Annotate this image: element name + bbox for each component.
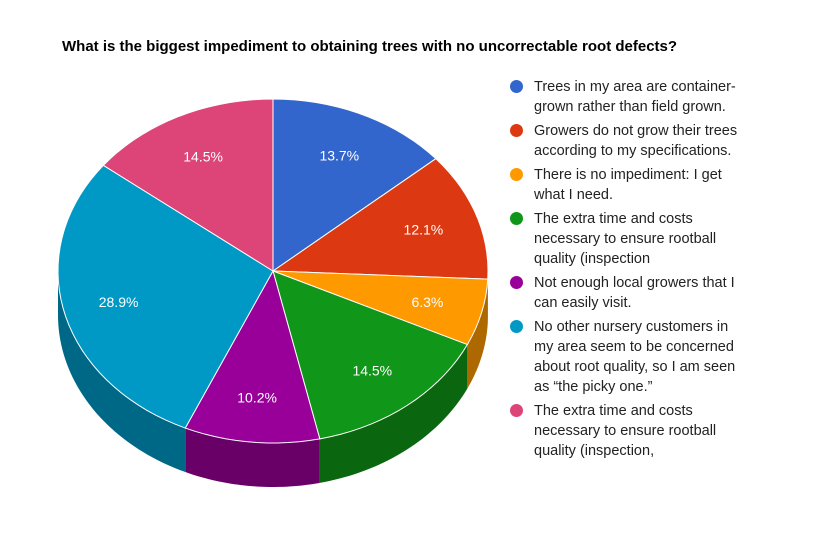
legend-label-line: what I need. bbox=[534, 187, 613, 203]
slice-value-label-7: 14.5% bbox=[183, 149, 223, 165]
legend-swatch-3 bbox=[510, 168, 523, 181]
legend-label-line: Growers do not grow their trees bbox=[534, 123, 738, 139]
legend-label-line: according to my specifications. bbox=[534, 143, 732, 159]
pie-slice-7[interactable] bbox=[102, 98, 274, 272]
legend-label-line: about root quality, so I am seen bbox=[534, 359, 736, 375]
pie-slice-side-3 bbox=[467, 279, 488, 389]
legend-label-line: grown rather than field grown. bbox=[534, 99, 726, 115]
legend-swatch-2 bbox=[510, 124, 523, 137]
slice-value-label-2: 12.1% bbox=[404, 222, 444, 238]
legend-swatch-5 bbox=[510, 276, 523, 289]
slice-value-label-3: 6.3% bbox=[411, 294, 443, 310]
pie-top bbox=[57, 98, 489, 444]
legend-label-line: There is no impediment: I get bbox=[534, 167, 722, 183]
pie-slice-5[interactable] bbox=[184, 269, 321, 444]
legend-label-line: No other nursery customers in bbox=[534, 319, 729, 335]
slice-value-label-6: 28.9% bbox=[99, 294, 139, 310]
legend-label-line: The extra time and costs bbox=[534, 211, 693, 227]
legend-label-line: quality (inspection bbox=[534, 251, 651, 267]
legend-label-line: my area seem to be concerned bbox=[534, 339, 734, 355]
legend-swatch-4 bbox=[510, 212, 523, 225]
legend-swatch-6 bbox=[510, 320, 523, 333]
legend-label-line: quality (inspection, bbox=[534, 443, 655, 459]
pie-slice-side-6 bbox=[58, 271, 186, 473]
legend-label-line: necessary to ensure rootball bbox=[534, 231, 717, 247]
legend-label-line: Trees in my area are container- bbox=[534, 79, 736, 95]
legend-label-line: as “the picky one.” bbox=[534, 379, 653, 395]
pie-slice-4[interactable] bbox=[272, 270, 469, 440]
pie-slice-6[interactable] bbox=[57, 164, 274, 429]
slice-value-label-4: 14.5% bbox=[352, 362, 392, 378]
slice-value-label-1: 13.7% bbox=[319, 147, 359, 163]
legend-swatch-1 bbox=[510, 80, 523, 93]
pie-slice-1[interactable] bbox=[272, 98, 437, 272]
slice-value-label-5: 10.2% bbox=[237, 390, 277, 406]
pie-slice-2[interactable] bbox=[271, 158, 489, 280]
legend-swatch-7 bbox=[510, 404, 523, 417]
legend-label-line: necessary to ensure rootball bbox=[534, 423, 717, 439]
legend-label-line: Not enough local growers that I bbox=[534, 275, 735, 291]
legend-label-line: can easily visit. bbox=[534, 295, 632, 311]
pie-value-labels: 13.7% 12.1% 6.3% 14.5% 10.2% 28.9% 14.5% bbox=[99, 147, 444, 405]
legend-label-line: The extra time and costs bbox=[534, 403, 693, 419]
pie-slice-3[interactable] bbox=[272, 270, 489, 346]
chart-title: What is the biggest impediment to obtain… bbox=[62, 38, 678, 55]
